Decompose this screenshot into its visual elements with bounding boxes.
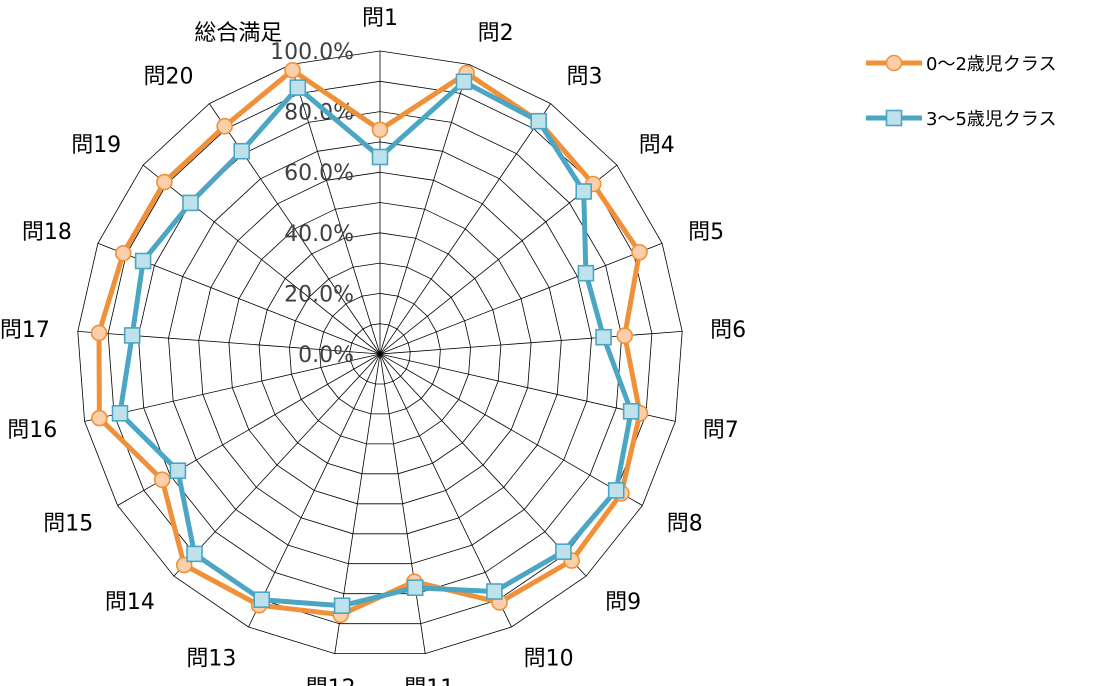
tick-label: 100.0% [270,40,354,65]
data-point [186,545,203,563]
tick-label: 20.0% [284,282,354,307]
series-2 [111,73,640,615]
category-label: 問1 [362,6,398,31]
grid-spoke [290,64,381,355]
radar-grid [77,50,683,654]
category-label: 問13 [186,647,236,672]
data-point [156,173,173,191]
category-label: 問2 [478,21,514,46]
grid-spoke [379,64,470,355]
data-point [111,404,129,422]
category-label: 問5 [688,220,724,245]
tick-label: 0.0% [298,343,354,368]
legend-label: 0～2歳児クラス [926,54,1057,75]
data-point [406,579,424,597]
data-point [885,109,903,127]
data-point [123,327,141,344]
category-label: 総合満足 [194,21,282,46]
data-point [289,79,307,96]
data-point [622,402,640,420]
category-label: 問14 [105,590,155,615]
data-point [455,73,473,91]
data-point [182,194,199,212]
tick-label: 60.0% [284,161,354,186]
grid-spoke [248,353,381,628]
grid-ring [258,232,502,475]
grid-ring [137,111,623,595]
data-point [575,183,593,200]
category-labels: 問1 問2 問3 問4 問5 問6 問7 問8 問9 問10 問11 問12 問13 問14 問15 問16 問… [0,6,746,686]
data-point [91,409,108,427]
grid-ring [288,262,472,445]
grid-spoke [379,353,426,654]
data-point [616,327,634,345]
grid-ring [107,80,653,625]
data-point [371,148,389,166]
grid-spoke [379,353,643,506]
data-point [631,243,648,261]
data-point [607,482,625,499]
legend: 0～2歳児クラス 3～5歳児クラス [866,54,1057,130]
category-label: 問7 [703,418,739,443]
series-layer [90,62,649,624]
grid-spoke [173,353,381,577]
tick-label: 40.0% [284,222,354,247]
grid-spoke [379,353,587,577]
grid-ring [168,141,592,565]
data-point [555,543,572,561]
grid-ring [319,292,441,415]
data-point [284,62,301,79]
data-point [134,252,152,270]
grid-ring [198,171,562,535]
category-label: 問12 [306,676,356,686]
category-label: 問20 [144,65,194,90]
category-label: 問18 [22,220,72,245]
category-label: 問15 [43,512,93,537]
category-label: 問19 [71,133,121,158]
data-point [233,142,250,160]
data-point [530,112,548,130]
data-point [486,583,503,600]
data-point [115,245,132,262]
data-point [595,328,612,346]
data-point [253,591,270,609]
grid-spoke [84,353,381,422]
data-point [153,471,171,489]
data-point [90,324,108,342]
grid-spoke [379,242,663,355]
category-label: 問8 [667,512,703,537]
category-label: 問16 [7,418,57,443]
grid-spoke [379,103,552,355]
data-point [371,121,389,139]
data-point [169,462,187,480]
legend-item: 0～2歳児クラス [866,54,1057,75]
series-line [117,79,634,609]
category-label: 問6 [710,318,746,343]
legend-label: 3～5歳児クラス [926,109,1057,130]
category-label: 問4 [639,133,675,158]
data-point [885,54,903,72]
radial-tick-labels: 0.0%20.0%40.0%60.0%80.0%100.0% [270,40,354,368]
data-point [577,264,595,282]
legend-item: 3～5歳児クラス [866,109,1057,130]
category-label: 問3 [567,65,603,90]
grid-ring [349,323,411,385]
category-label: 問11 [404,676,454,686]
category-label: 問10 [524,647,574,672]
category-label: 問17 [0,318,50,343]
category-label: 問9 [605,590,641,615]
grid-ring [77,50,683,654]
grid-spoke [379,331,683,355]
grid-ring [228,202,532,505]
data-point [216,117,233,135]
data-point [333,597,351,615]
grid-spoke [379,353,512,628]
grid-spoke [142,164,381,355]
